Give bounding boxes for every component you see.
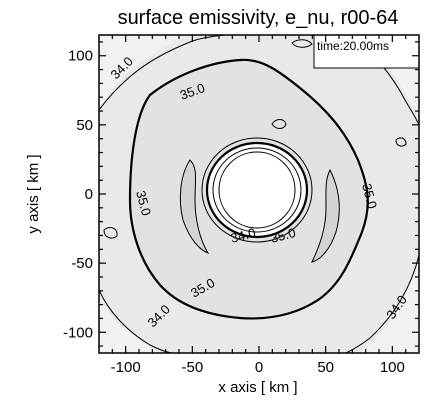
contour-island-time-box xyxy=(291,39,313,48)
chart-title: surface emissivity, e_nu, r00-64 xyxy=(118,7,399,29)
y-tick-label: 100 xyxy=(68,48,93,65)
contour-island-left xyxy=(103,227,118,239)
time-label: time:20.00ms xyxy=(317,39,389,53)
contour-island-top-right xyxy=(271,119,287,129)
inner-crescent-left xyxy=(179,159,210,254)
x-tick-label: -100 xyxy=(111,359,141,376)
y-axis-label: y axis [ km ] xyxy=(25,154,42,233)
central-hole xyxy=(218,151,296,229)
contour-label: 34.0 xyxy=(229,225,257,246)
y-tick-label: -50 xyxy=(71,255,93,272)
inner-crescent-right xyxy=(311,168,340,263)
low-corner-bottom-right xyxy=(360,260,419,353)
y-tick-label: 0 xyxy=(85,186,93,203)
x-tick-label: 100 xyxy=(380,359,405,376)
x-tick-label: 50 xyxy=(317,359,334,376)
contour-label: 35.0 xyxy=(133,189,154,217)
y-tick-label: -100 xyxy=(63,324,93,341)
x-tick-label: 0 xyxy=(255,359,263,376)
contour-34-top-left xyxy=(99,35,226,111)
contour-label: 35.0 xyxy=(269,225,297,246)
x-axis-label: x axis [ km ] xyxy=(218,379,297,396)
low-corner-bottom-left xyxy=(99,300,160,353)
contour-island-right-top xyxy=(395,137,407,147)
x-tick-label: -50 xyxy=(181,359,203,376)
contour-ring-outer xyxy=(201,137,313,243)
contour-label: 35.0 xyxy=(359,182,380,210)
low-corner-top-left xyxy=(99,35,185,108)
plot-area: 34.0 35.0 35.0 34.0 35.0 35.0 34.0 35.0 … xyxy=(99,35,419,353)
time-box xyxy=(313,34,420,69)
y-tick-label: 50 xyxy=(76,117,93,134)
axis-ticks: -100 -50 0 50 100 -100 -50 0 50 100 xyxy=(63,35,419,376)
